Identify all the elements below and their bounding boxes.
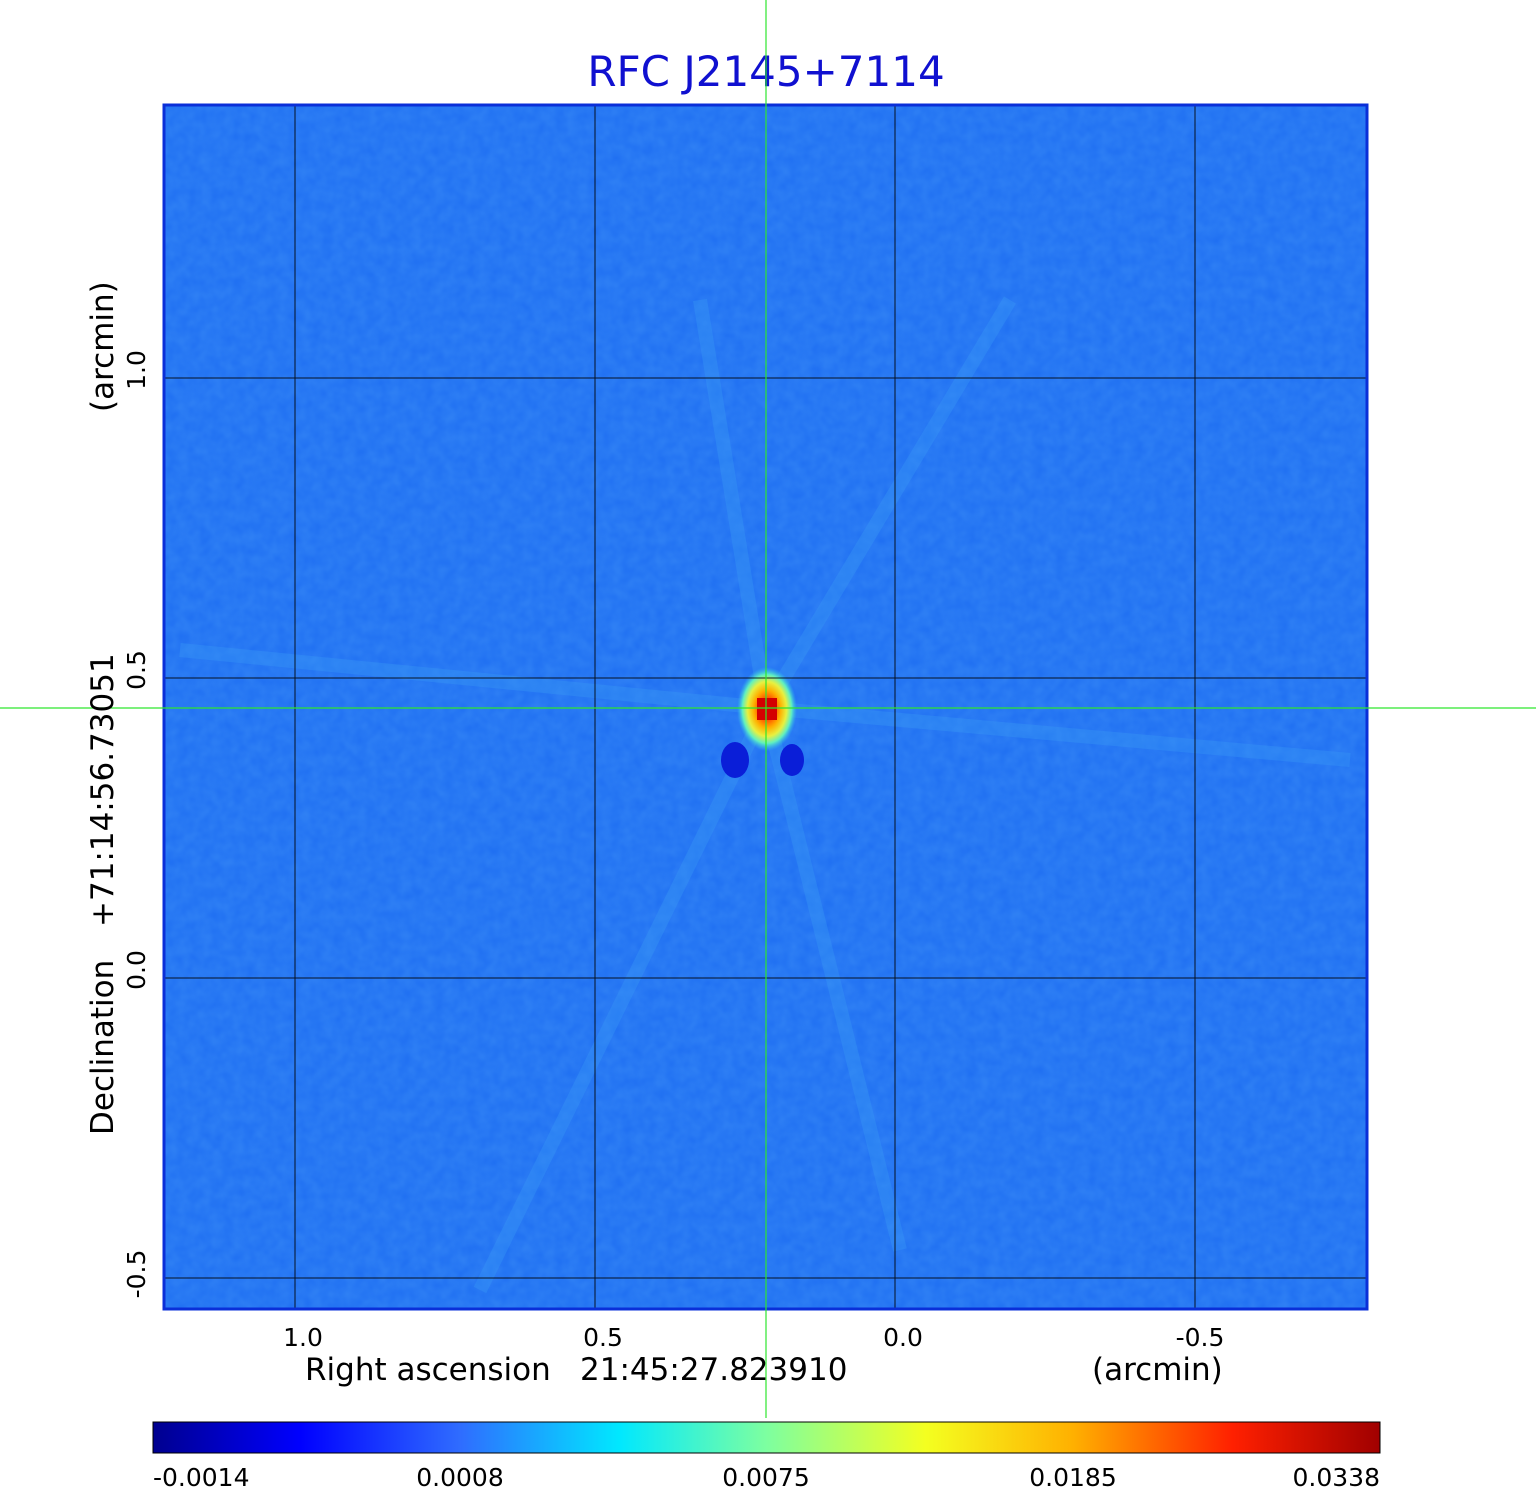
colorbar-tick-label: 0.0338 [1293, 1463, 1380, 1492]
x-tick-label: -0.5 [1176, 1323, 1225, 1352]
y-axis-ticks: 1.0 0.5 0.0 -0.5 [122, 350, 151, 1298]
y-axis-unit: (arcmin) [85, 281, 121, 412]
sidelobe-pattern [179, 296, 1351, 1294]
y-axis-center-value: +71:14:56.73051 [85, 653, 121, 927]
x-tick-label: 0.5 [583, 1323, 623, 1352]
y-tick-label: 0.5 [122, 650, 151, 690]
x-axis-center-value: 21:45:27.823910 [580, 1352, 847, 1388]
x-tick-label: 1.0 [283, 1323, 323, 1352]
colorbar-tick-label: 0.0185 [1029, 1463, 1116, 1492]
x-axis-label: Right ascension 21:45:27.823910 (arcmin) [305, 1352, 1223, 1388]
x-axis-unit: (arcmin) [1092, 1352, 1223, 1388]
y-axis-label: Declination +71:14:56.73051 (arcmin) [85, 281, 121, 1135]
y-tick-label: -0.5 [122, 1250, 151, 1299]
colorbar-tick-label: 0.0075 [722, 1463, 809, 1492]
negative-lobes [721, 742, 804, 778]
x-axis-title: Right ascension [305, 1352, 551, 1388]
colorbar-tick-label: -0.0014 [153, 1463, 250, 1492]
x-axis-ticks: 1.0 0.5 0.0 -0.5 [283, 1323, 1224, 1352]
y-tick-label: 0.0 [122, 950, 151, 990]
colorbar-ticks: -0.0014 0.0008 0.0075 0.0185 0.0338 [153, 1463, 1380, 1492]
y-axis-title: Declination [85, 960, 121, 1135]
peak-core [757, 698, 777, 720]
crosshair [0, 0, 1536, 1418]
x-tick-label: 0.0 [883, 1323, 923, 1352]
y-tick-label: 1.0 [122, 350, 151, 390]
colorbar [152, 1421, 1381, 1454]
colorbar-tick-label: 0.0008 [416, 1463, 503, 1492]
